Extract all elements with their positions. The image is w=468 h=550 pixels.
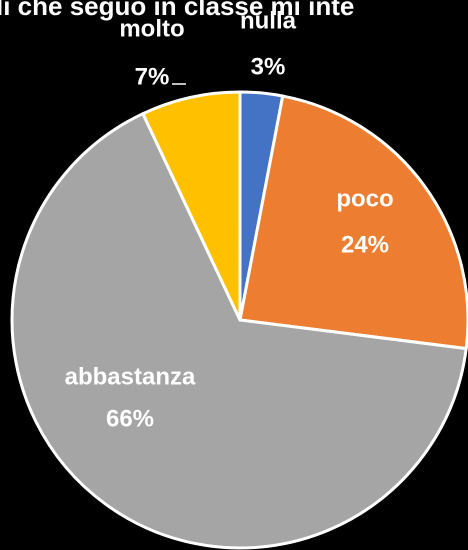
- slice-category-label: nulla: [240, 7, 297, 34]
- chart-title: li che seguo in classe mi inte: [0, 0, 354, 21]
- slice-category-label: abbastanza: [65, 363, 196, 390]
- slice-value-label: 3%: [251, 53, 286, 80]
- slice-value-label: 7%: [135, 63, 170, 90]
- pie-slice: [140, 90, 242, 321]
- slice-category-label: molto: [119, 15, 184, 42]
- slice-value-label: 66%: [106, 405, 154, 432]
- pie-slice: [10, 111, 468, 550]
- slice-category-label: poco: [336, 185, 393, 212]
- pie: [10, 90, 468, 550]
- slice-value-label: 24%: [341, 231, 389, 258]
